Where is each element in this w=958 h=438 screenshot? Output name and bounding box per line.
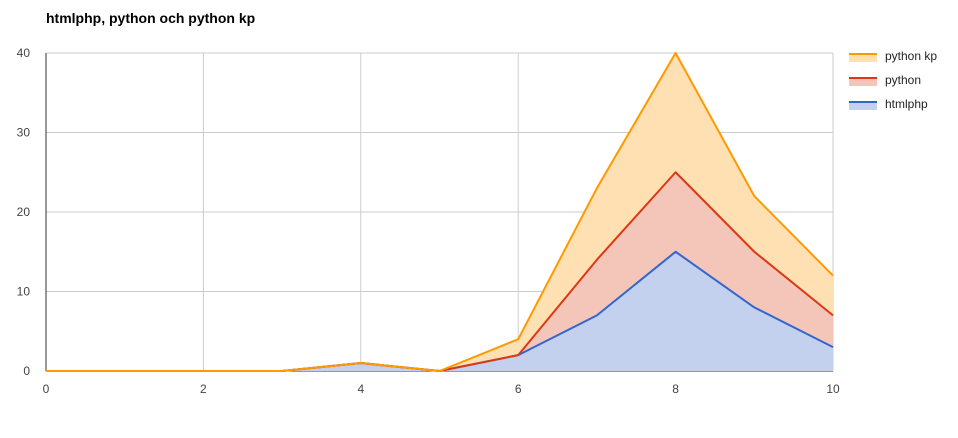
area-python [46,172,833,371]
legend: python kp python htmlphp [849,49,937,111]
y-tick-label: 40 [17,46,31,60]
x-tick-label: 10 [826,382,840,396]
x-tick-label: 6 [515,382,522,396]
x-tick-label: 8 [672,382,679,396]
y-tick-label: 0 [23,364,30,378]
legend-label: python kp [885,49,937,63]
legend-swatch [849,54,877,62]
legend-swatch [849,78,877,86]
area-htmlphp [46,251,833,371]
legend-label: python [885,73,921,87]
y-tick-label: 20 [17,205,31,219]
legend-swatch [849,102,877,110]
legend-item: python [849,73,921,87]
legend-item: python kp [849,49,937,63]
area-python-kp [46,53,833,371]
x-tick-label: 2 [200,382,207,396]
line-python-kp [46,52,834,372]
x-tick-label: 0 [43,382,50,396]
y-tick-label: 30 [17,126,31,140]
legend-item: htmlphp [849,97,928,111]
legend-label: htmlphp [885,97,928,111]
chart-title: htmlphp, python och python kp [46,10,256,26]
x-tick-label: 4 [357,382,364,396]
axes: 0 10 20 30 40 0 2 4 6 8 10 [17,46,840,396]
y-tick-label: 10 [17,285,31,299]
plot-area [46,52,834,372]
